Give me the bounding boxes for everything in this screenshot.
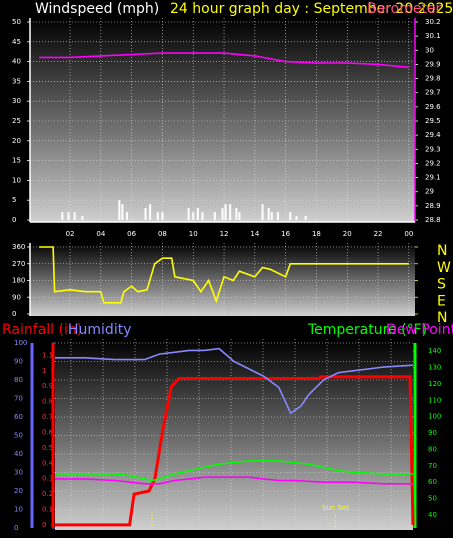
tick-label: 5 [12,196,16,204]
chart-subtitle: 24 hour graph day : September 20 2025 [170,1,453,17]
tick-label: 60 [14,413,23,421]
annotation: Sun Set [322,504,349,512]
tick-label: 70 [428,462,437,470]
series-line [39,52,409,69]
tick-label: 0 [12,216,16,224]
tick-label: 20 [12,137,21,145]
tick-label: 29.4 [425,131,441,139]
tick-label: 29.9 [425,60,441,68]
x-tick-label: 06 [127,230,136,238]
tick-label: E [437,293,446,309]
tick-label: S [437,277,446,293]
tick-label: 0.1 [42,506,53,514]
tick-label: 30.1 [425,32,441,40]
x-tick-label: 16 [281,230,290,238]
tick-label: 0.9 [42,382,53,390]
tick-label: 130 [428,364,441,372]
tick-label: 29 [425,188,434,196]
tick-label: 90 [14,358,23,366]
tick-label: 20 [14,487,23,495]
tick-label: 0.7 [42,413,53,421]
tick-label: 80 [428,445,437,453]
tick-label: 29.8 [425,75,441,83]
tick-label: 180 [12,277,25,285]
tick-label: 35 [12,77,21,85]
series-line [55,375,415,527]
tick-label: 10 [12,176,21,184]
chart-title: Windspeed (mph) [35,1,159,17]
series-line [55,347,414,415]
legend-label: Temperature (°F) [307,322,427,338]
tick-label: 50 [12,18,21,26]
tick-label: 30 [425,46,434,54]
tick-label: 30.2 [425,18,441,26]
x-tick-label: 04 [96,230,105,238]
x-tick-label: 00 [404,230,413,238]
tick-label: 0 [12,310,16,318]
tick-label: 29.7 [425,89,441,97]
x-tick-label: 02 [66,230,75,238]
x-tick-label: 10 [189,230,198,238]
plot-background [30,18,415,222]
tick-label: 50 [428,495,437,503]
y2-label: Barometer [367,1,442,17]
tick-label: 0 [14,524,18,532]
tick-label: 28.8 [425,216,441,224]
tick-label: 100 [428,413,441,421]
tick-label: N [437,243,447,259]
x-tick-label: 08 [158,230,167,238]
x-tick-label: 20 [343,230,352,238]
x-tick-label: 12 [220,230,229,238]
tick-label: 60 [428,478,437,486]
tick-label: 80 [14,376,23,384]
legend-label: Dew Point [386,322,453,338]
tick-label: 0.4 [42,459,54,467]
tick-label: 120 [428,380,441,388]
tick-label: 29.6 [425,103,441,111]
tick-label: 15 [12,157,21,165]
tick-label: 40 [428,511,437,519]
tick-label: 0.8 [42,398,53,406]
tick-label: 270 [12,260,25,268]
tick-label: N [437,310,447,326]
tick-label: 0 [42,521,46,529]
tick-label: 1 [42,367,46,375]
tick-label: 0.2 [42,490,53,498]
series-line [55,476,413,485]
legend-label: Humidity [68,322,131,338]
tick-label: 29.5 [425,117,441,125]
tick-label: 10 [14,506,23,514]
tick-label: 25 [12,117,21,125]
tick-label: 40 [12,58,21,66]
tick-label: 40 [14,450,23,458]
tick-label: 29.1 [425,174,441,182]
tick-label: 50 [14,432,23,440]
tick-label: 360 [12,243,25,251]
x-tick-label: 22 [374,230,383,238]
tick-label: 0.3 [42,475,53,483]
tick-label: 70 [14,395,23,403]
tick-label: W [437,260,451,276]
tick-label: 110 [428,396,441,404]
tick-label: 100 [14,339,27,347]
x-tick-label: 18 [312,230,321,238]
tick-label: 90 [428,429,437,437]
series-line [39,246,409,304]
tick-label: 0.6 [42,428,54,436]
tick-label: 30 [14,469,23,477]
tick-label: 140 [428,347,441,355]
tick-label: 30 [12,97,21,105]
tick-label: 0.5 [42,444,53,452]
tick-label: 29.2 [425,159,441,167]
tick-label: 45 [12,38,21,46]
series-line [55,460,413,482]
tick-label: 29.3 [425,145,441,153]
tick-label: 1.1 [42,351,53,359]
x-tick-label: 14 [250,230,259,238]
tick-label: 28.9 [425,202,441,210]
tick-label: 90 [12,293,21,301]
legend-label: Rainfall (in) [2,322,82,338]
